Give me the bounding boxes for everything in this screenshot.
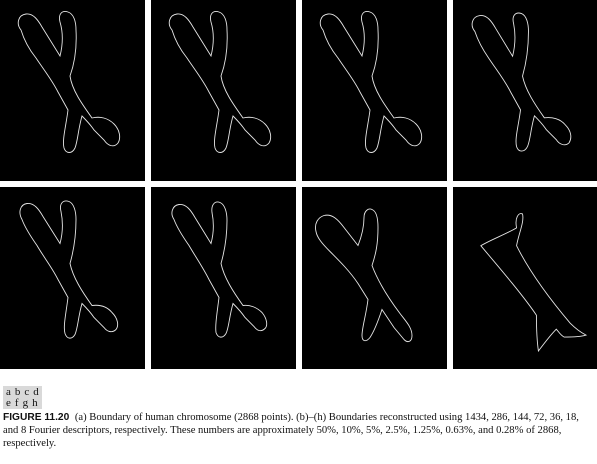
panel-label: d [33, 386, 39, 398]
figure-label: FIGURE 11.20 [3, 412, 70, 423]
boundary-outline [17, 11, 121, 153]
boundary-outline [168, 11, 272, 153]
panel-label: g [22, 397, 29, 409]
figure-caption: FIGURE 11.20 (a) Boundary of human chrom… [3, 411, 595, 450]
chromosome-boundary-e [19, 200, 119, 339]
panel-d [453, 0, 597, 181]
chromosome-boundary-a [17, 11, 121, 153]
panel-label-grid: a b c d e f g h [3, 386, 42, 409]
boundary-outline [19, 200, 119, 339]
panel-c [302, 0, 447, 181]
boundary-outline [471, 12, 572, 152]
boundary-outline [319, 11, 423, 153]
panel-b [151, 0, 296, 181]
panel-label-row: e f g h [6, 398, 39, 409]
panel-label: h [32, 397, 38, 409]
panel-e [0, 187, 145, 369]
panel-label: a [6, 386, 11, 398]
panel-label-row: a b c d [6, 387, 39, 398]
chromosome-boundary-c [319, 11, 423, 153]
chromosome-boundary-h [480, 213, 588, 353]
panel-label: b [14, 386, 21, 398]
panel-label: e [6, 397, 11, 409]
chromosome-boundary-d [471, 12, 572, 152]
caption-text: (a) Boundary of human chromosome (2868 p… [3, 412, 579, 449]
panel-a [0, 0, 145, 181]
panel-h [453, 187, 597, 369]
panel-g [302, 187, 447, 369]
chromosome-boundary-g [315, 208, 413, 343]
boundary-outline [480, 213, 588, 353]
chromosome-boundary-b [168, 11, 272, 153]
boundary-outline [171, 201, 268, 338]
panel-label: c [24, 386, 30, 398]
chromosome-boundary-f [171, 201, 268, 338]
panel-label: f [14, 397, 19, 409]
boundary-outline [315, 208, 413, 343]
panel-f [151, 187, 296, 369]
